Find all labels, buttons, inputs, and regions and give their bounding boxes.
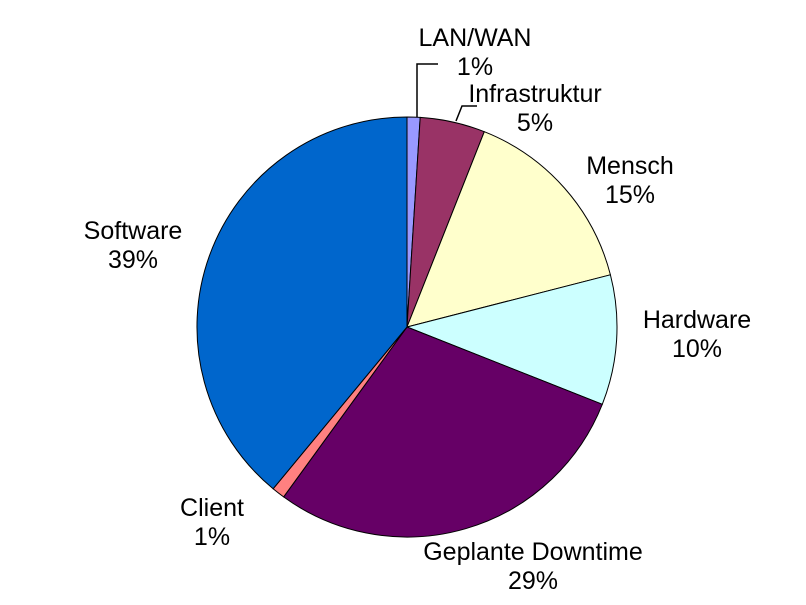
pie-slice-mensch (406, 131, 611, 328)
label-geplante-downtime: Geplante Downtime 29% (423, 538, 643, 596)
label-mensch: Mensch 15% (586, 152, 674, 210)
label-hardware: Hardware 10% (643, 306, 751, 364)
label-mensch-name: Mensch (586, 152, 674, 180)
label-hardware-pct: 10% (671, 335, 723, 363)
pie-slices (196, 116, 618, 538)
label-infrastruktur-pct: 5% (516, 109, 554, 137)
label-infrastruktur-name: Infrastruktur (468, 80, 602, 108)
pie-slice-geplante-downtime (283, 326, 603, 538)
label-infrastruktur: Infrastruktur 5% (468, 80, 601, 138)
leader-line-infrastruktur (455, 105, 477, 122)
label-client-name: Client (180, 494, 244, 522)
label-geplante-downtime-pct: 29% (507, 567, 559, 595)
label-lanwan-name: LAN/WAN (418, 24, 532, 52)
label-software-name: Software (83, 217, 183, 245)
pie-slice-hardware (406, 274, 618, 405)
label-mensch-pct: 15% (604, 181, 656, 209)
label-software-pct: 39% (107, 246, 159, 274)
label-hardware-name: Hardware (642, 306, 752, 334)
leader-line-lanwan (416, 63, 438, 117)
label-geplante-downtime-name: Geplante Downtime (423, 538, 643, 566)
label-lanwan-pct: 1% (456, 53, 494, 81)
label-client-pct: 1% (193, 523, 231, 551)
label-software: Software 39% (84, 217, 183, 275)
label-client: Client 1% (180, 494, 244, 552)
pie-slice-software (196, 116, 408, 490)
label-lanwan: LAN/WAN 1% (419, 24, 532, 82)
